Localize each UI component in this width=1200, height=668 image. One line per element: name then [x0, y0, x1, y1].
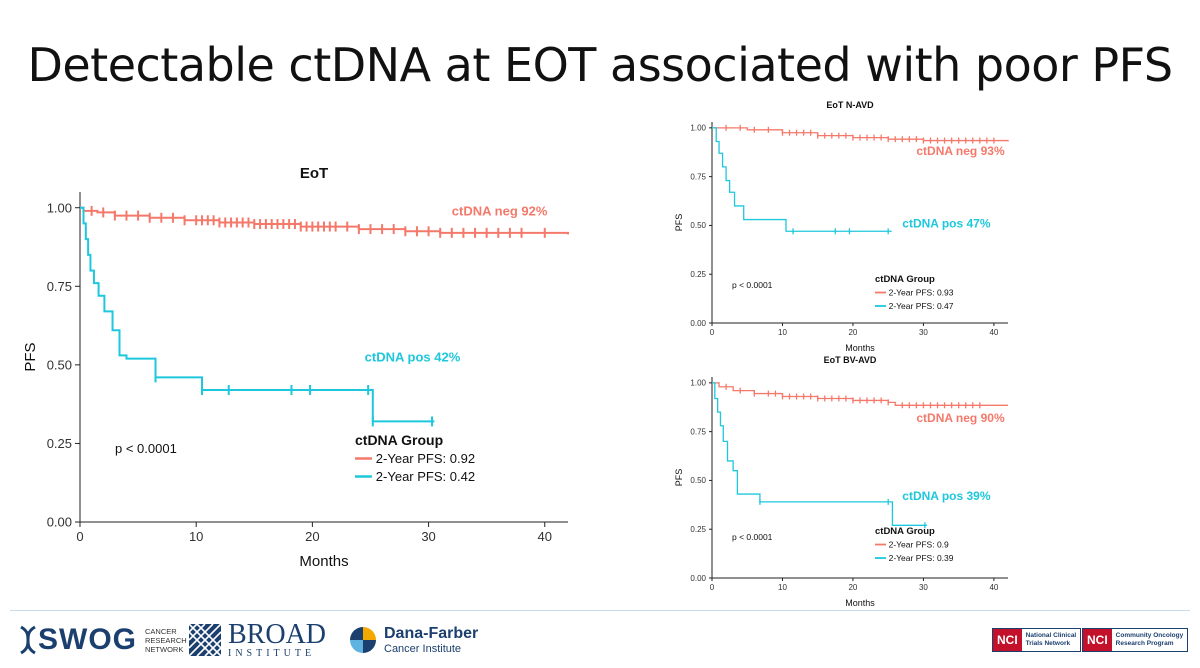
swog-sub-2: RESEARCH	[145, 635, 187, 645]
slide-title: Detectable ctDNA at EOT associated with …	[27, 38, 1173, 92]
broad-sub: INSTITUTE	[228, 647, 316, 659]
swog-sub-1: CANCER	[145, 626, 177, 636]
dna-helix-icon	[20, 625, 36, 655]
chart-eot-bv-avd: EoT BV-AVD 0.00 0.25 0.50 0.75 1.00 0 10 20 30 40 M…	[670, 355, 1010, 610]
chart-eot: EoT 0.00 0.25 0.50 0.75 1.00 0 10 20 30 40 Months PF…	[0, 150, 590, 570]
km-curve-ctDNA-pos	[712, 382, 927, 526]
nctn-tag: NCI	[993, 629, 1022, 651]
km-curve-ctDNA-pos	[80, 206, 435, 423]
dana-farber-logo: Dana-Farber Cancer Institute	[348, 618, 478, 662]
series-label: ctDNA pos 47%	[902, 216, 991, 230]
series-label: ctDNA neg 90%	[916, 411, 1005, 425]
p-value: p < 0.0001	[115, 441, 177, 456]
legend-entry: 2-Year PFS: 0.9	[889, 540, 949, 550]
y-tick-label: 0.00	[690, 574, 706, 583]
dana-farber-sub: Cancer Institute	[384, 643, 462, 655]
legend-title: ctDNA Group	[355, 432, 443, 448]
ncorp-tag: NCI	[1083, 629, 1112, 651]
y-tick-label: 0.25	[690, 270, 706, 279]
series-label: ctDNA neg 93%	[916, 144, 1005, 158]
broad-name: BROAD	[228, 618, 327, 650]
x-tick-label: 0	[76, 529, 83, 544]
p-value: p < 0.0001	[732, 280, 773, 290]
y-tick-label: 1.00	[47, 200, 72, 215]
x-axis-label: Months	[299, 553, 348, 570]
series-label: ctDNA neg 92%	[452, 204, 548, 219]
footer-divider	[10, 610, 1190, 611]
x-tick-label: 20	[848, 583, 857, 592]
broad-logo: BROAD INSTITUTE	[188, 618, 326, 662]
broad-mark-icon	[188, 623, 222, 657]
nci-ncorp-logo: NCI Community Oncology Research Program	[1082, 618, 1189, 662]
x-tick-label: 10	[778, 328, 787, 337]
y-tick-label: 0.75	[47, 279, 72, 294]
chart-eot-n-avd: EoT N-AVD 0.00 0.25 0.50 0.75 1.00 0 10 20 30 40 Mo…	[670, 100, 1010, 355]
swog-logo: SWOG CANCER RESEARCH NETWORK	[18, 618, 187, 662]
x-tick-label: 30	[919, 583, 928, 592]
series-label: ctDNA pos 42%	[365, 350, 461, 365]
nctn-line-1: National Clinical	[1025, 632, 1077, 639]
nctn-line-2: Trials Network	[1025, 640, 1071, 647]
legend-entry: 2-Year PFS: 0.93	[889, 288, 954, 298]
chart-title: EoT	[300, 165, 328, 182]
legend-title: ctDNA Group	[875, 274, 935, 285]
x-axis-label: Months	[845, 343, 875, 353]
nci-nctn-logo: NCI National Clinical Trials Network	[992, 618, 1082, 662]
swog-name: SWOG	[38, 623, 137, 656]
y-tick-label: 0.50	[47, 357, 72, 372]
y-axis-label: PFS	[22, 342, 39, 371]
legend-title: ctDNA Group	[875, 526, 935, 537]
x-tick-label: 0	[710, 328, 715, 337]
y-tick-label: 0.75	[690, 172, 706, 181]
x-tick-label: 20	[305, 529, 319, 544]
chart-svg: EoT BV-AVD 0.00 0.25 0.50 0.75 1.00 0 10 20 30 40 M…	[674, 355, 1008, 608]
y-tick-label: 0.50	[690, 221, 706, 230]
chart-title: EoT N-AVD	[826, 100, 874, 110]
y-axis-label: PFS	[674, 214, 684, 232]
chart-svg: EoT 0.00 0.25 0.50 0.75 1.00 0 10 20 30 40 Months PF…	[22, 165, 569, 570]
legend-entry: 2-Year PFS: 0.47	[889, 301, 954, 311]
ncorp-line-2: Research Program	[1115, 640, 1174, 647]
x-tick-label: 0	[710, 583, 715, 592]
y-tick-label: 0.25	[690, 525, 706, 534]
legend-entry: 2-Year PFS: 0.92	[376, 451, 475, 466]
km-curve-ctDNA-pos	[712, 127, 892, 232]
x-tick-label: 30	[919, 328, 928, 337]
y-tick-label: 0.50	[690, 476, 706, 485]
legend-entry: 2-Year PFS: 0.39	[889, 553, 954, 563]
legend-entry: 2-Year PFS: 0.42	[376, 469, 475, 484]
x-tick-label: 10	[778, 583, 787, 592]
dana-farber-name: Dana-Farber	[384, 625, 479, 642]
x-tick-label: 40	[989, 328, 998, 337]
x-tick-label: 20	[848, 328, 857, 337]
dana-farber-mark-icon	[350, 627, 376, 653]
km-curve-ctDNA-neg	[712, 382, 1008, 406]
y-tick-label: 1.00	[690, 124, 706, 133]
y-axis-label: PFS	[674, 469, 684, 487]
x-tick-label: 30	[421, 529, 435, 544]
ncorp-line-1: Community Oncology	[1115, 632, 1184, 639]
x-tick-label: 40	[989, 583, 998, 592]
y-tick-label: 0.25	[47, 436, 72, 451]
y-tick-label: 0.75	[690, 427, 706, 436]
series-label: ctDNA pos 39%	[902, 489, 991, 503]
x-tick-label: 10	[189, 529, 203, 544]
x-axis-label: Months	[845, 598, 875, 608]
y-tick-label: 0.00	[47, 515, 72, 530]
x-tick-label: 40	[538, 529, 552, 544]
chart-svg: EoT N-AVD 0.00 0.25 0.50 0.75 1.00 0 10 20 30 40 Mo…	[674, 100, 1009, 353]
y-tick-label: 0.00	[690, 319, 706, 328]
p-value: p < 0.0001	[732, 532, 773, 542]
y-tick-label: 1.00	[690, 379, 706, 388]
chart-title: EoT BV-AVD	[824, 355, 877, 365]
swog-sub-3: NETWORK	[145, 644, 184, 654]
